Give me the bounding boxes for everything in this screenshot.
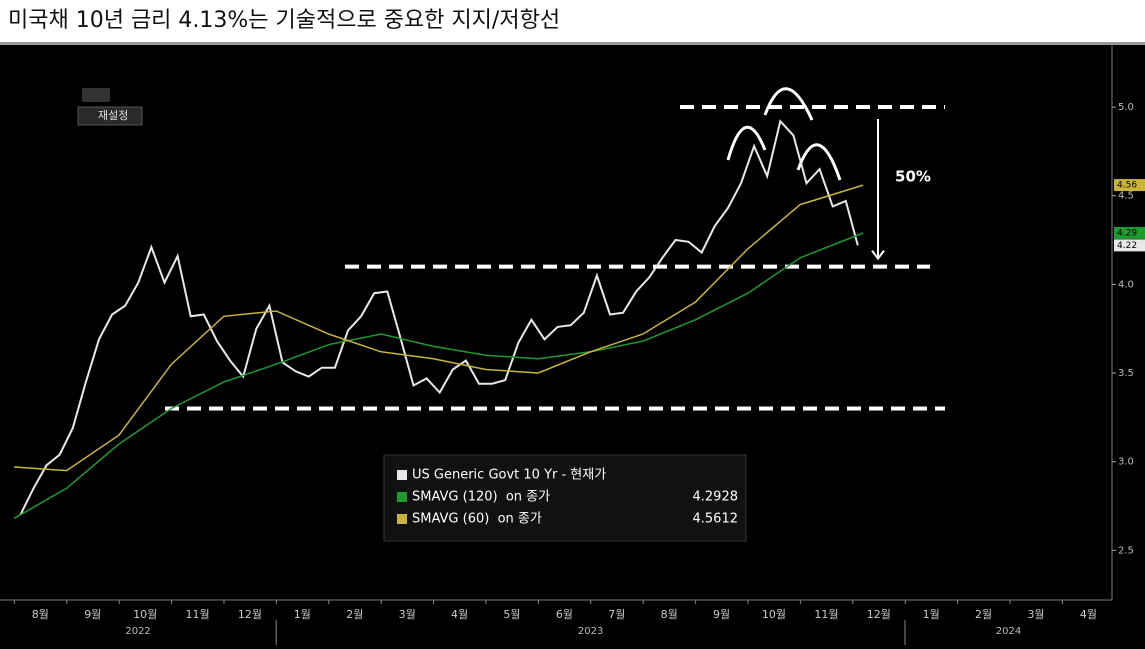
x-tick-label: 5월	[503, 608, 520, 621]
year-label: 2023	[578, 626, 603, 637]
legend-value: 4.5612	[693, 512, 739, 527]
legend-value: 4.2928	[693, 490, 739, 505]
y-tick-label: 3.5	[1118, 368, 1134, 379]
x-tick-label: 4월	[1080, 608, 1097, 621]
x-tick-label: 8월	[661, 608, 678, 621]
x-tick-label: 11월	[814, 608, 838, 621]
legend-swatch	[397, 470, 407, 480]
legend-label: SMAVG (120) on 종가	[412, 490, 550, 505]
x-tick-label: 3월	[399, 608, 416, 621]
legend-swatch	[397, 514, 407, 524]
reset-label[interactable]: 재설정	[98, 109, 128, 122]
x-tick-label: 10월	[133, 608, 157, 621]
right-shoulder	[796, 143, 842, 181]
legend-swatch	[397, 492, 407, 502]
end-tag-box	[1114, 179, 1145, 192]
pattern-arcs	[726, 87, 842, 181]
x-tick-label: 7월	[608, 608, 625, 621]
x-tick-label: 11월	[185, 608, 209, 621]
year-label: 2022	[125, 626, 150, 637]
head	[763, 87, 814, 121]
x-tick-label: 2월	[346, 608, 363, 621]
series-line	[13, 232, 864, 520]
end-tag-box	[1114, 226, 1145, 239]
end-tag: 4.22	[1117, 241, 1137, 251]
title-bar	[0, 0, 1145, 42]
reset-button[interactable]	[77, 106, 143, 126]
legend-label: SMAVG (60) on 종가	[412, 512, 542, 527]
legend	[383, 454, 747, 542]
x-tick-label: 1월	[923, 608, 940, 621]
x-tick-label: 12월	[238, 608, 262, 621]
x-tick-label: 2월	[975, 608, 992, 621]
x-tick-label: 8월	[32, 608, 49, 621]
x-tick-label: 1월	[294, 608, 311, 621]
x-tick-label: 12월	[867, 608, 891, 621]
x-tick-label: 10월	[762, 608, 786, 621]
arrow-head	[871, 250, 885, 261]
y-tick-label: 2.5	[1118, 545, 1134, 556]
x-tick-label: 9월	[84, 608, 101, 621]
y-tick-label: 5.0	[1118, 102, 1134, 113]
x-tick-label: 9월	[713, 608, 730, 621]
x-tick-label: 6월	[556, 608, 573, 621]
end-tag-box	[1114, 239, 1145, 252]
x-tick-label: 3월	[1027, 608, 1044, 621]
y-tick-label: 3.0	[1118, 457, 1134, 468]
year-label: 2024	[996, 626, 1021, 637]
end-tag: 4.29	[1117, 228, 1137, 238]
annotation: 50%	[895, 167, 931, 185]
legend-label: US Generic Govt 10 Yr - 현재가	[412, 468, 606, 483]
end-tag: 4.56	[1117, 181, 1137, 191]
title-rule	[0, 42, 1145, 45]
series-line	[19, 119, 859, 516]
chart-title: 미국채 10년 금리 4.13%는 기술적으로 중요한 지지/저항선	[8, 8, 560, 33]
y-tick-label: 4.5	[1118, 191, 1134, 202]
series-line	[14, 184, 864, 472]
chart-icon[interactable]	[82, 88, 110, 102]
left-shoulder	[726, 126, 767, 161]
x-tick-label: 4월	[451, 608, 468, 621]
y-tick-label: 4.0	[1118, 279, 1134, 290]
